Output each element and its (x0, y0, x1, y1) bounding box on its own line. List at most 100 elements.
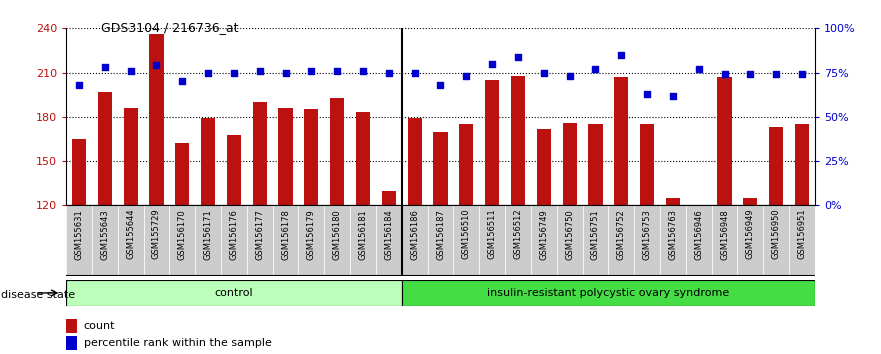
Point (666, 93, 680, 98)
Bar (505, 205, 531, 276)
Bar (350, 205, 376, 276)
Bar (324, 205, 350, 276)
Text: GSM156180: GSM156180 (333, 209, 342, 259)
Bar (376, 205, 402, 276)
Text: GDS3104 / 216736_at: GDS3104 / 216736_at (101, 21, 239, 34)
Bar (454, 205, 479, 276)
Point (717, 72, 731, 77)
Point (304, 68, 318, 74)
Text: GSM156181: GSM156181 (359, 209, 367, 259)
Point (381, 70, 396, 75)
Bar (66, 319, 78, 333)
Bar (66, 280, 402, 306)
Bar (660, 205, 685, 276)
Point (278, 70, 292, 75)
Text: GSM155643: GSM155643 (100, 209, 109, 259)
Bar (479, 205, 505, 276)
Text: GSM156750: GSM156750 (565, 209, 574, 259)
Bar (402, 280, 815, 306)
Bar (98, 92, 112, 205)
Bar (196, 205, 221, 276)
Bar (582, 205, 609, 276)
Bar (66, 205, 92, 276)
Bar (763, 205, 789, 276)
Bar (169, 205, 196, 276)
Point (227, 70, 241, 75)
Text: control: control (215, 288, 253, 298)
Bar (614, 77, 628, 205)
Text: GSM155729: GSM155729 (152, 209, 161, 259)
Bar (150, 34, 164, 205)
Point (614, 52, 628, 58)
Bar (175, 143, 189, 205)
Bar (562, 123, 577, 205)
Bar (640, 124, 655, 205)
Bar (253, 102, 267, 205)
Bar (330, 98, 344, 205)
Point (253, 68, 267, 74)
Text: GSM155631: GSM155631 (75, 209, 84, 259)
Bar (118, 205, 144, 276)
Text: GSM155644: GSM155644 (126, 209, 135, 259)
Point (485, 61, 500, 67)
Text: GSM156950: GSM156950 (772, 209, 781, 259)
Point (408, 70, 422, 75)
Bar (737, 205, 763, 276)
Text: GSM156178: GSM156178 (281, 209, 290, 260)
Text: GSM156186: GSM156186 (411, 209, 419, 260)
Bar (511, 75, 525, 205)
Point (511, 54, 525, 59)
Text: insulin-resistant polycystic ovary syndrome: insulin-resistant polycystic ovary syndr… (487, 288, 729, 298)
Point (589, 66, 603, 72)
Bar (247, 205, 272, 276)
Point (433, 82, 448, 88)
Text: GSM156749: GSM156749 (539, 209, 548, 259)
Text: GSM156170: GSM156170 (178, 209, 187, 259)
Bar (299, 205, 324, 276)
Bar (609, 205, 634, 276)
Bar (537, 129, 551, 205)
Text: GSM156752: GSM156752 (617, 209, 626, 259)
Bar (531, 205, 557, 276)
Text: GSM156177: GSM156177 (255, 209, 264, 260)
Bar (789, 205, 815, 276)
Text: GSM156512: GSM156512 (514, 209, 522, 259)
Point (175, 79, 189, 84)
Bar (408, 118, 422, 205)
Point (459, 73, 473, 79)
Bar (144, 205, 169, 276)
Text: GSM156949: GSM156949 (746, 209, 755, 259)
Point (98, 64, 112, 70)
Bar (72, 139, 86, 205)
Text: GSM156510: GSM156510 (462, 209, 470, 259)
Point (201, 70, 215, 75)
Point (769, 72, 783, 77)
Text: GSM156951: GSM156951 (797, 209, 806, 259)
Bar (92, 205, 118, 276)
Point (356, 68, 370, 74)
Text: count: count (84, 321, 115, 331)
Point (537, 70, 551, 75)
Bar (272, 205, 299, 276)
Bar (226, 135, 241, 205)
Bar (433, 132, 448, 205)
Text: GSM156176: GSM156176 (229, 209, 239, 260)
Text: GSM156179: GSM156179 (307, 209, 316, 259)
Text: GSM156948: GSM156948 (720, 209, 729, 259)
Text: GSM156187: GSM156187 (436, 209, 445, 260)
Text: GSM156184: GSM156184 (384, 209, 393, 259)
Text: GSM156751: GSM156751 (591, 209, 600, 259)
Bar (402, 205, 427, 276)
Text: GSM156511: GSM156511 (488, 209, 497, 259)
Point (640, 91, 654, 97)
Bar (356, 113, 370, 205)
Text: percentile rank within the sample: percentile rank within the sample (84, 338, 271, 348)
Bar (744, 198, 758, 205)
Bar (666, 198, 680, 205)
Point (692, 66, 706, 72)
Bar (634, 205, 660, 276)
Bar (589, 124, 603, 205)
Text: disease state: disease state (1, 290, 75, 299)
Point (123, 68, 137, 74)
Bar (381, 190, 396, 205)
